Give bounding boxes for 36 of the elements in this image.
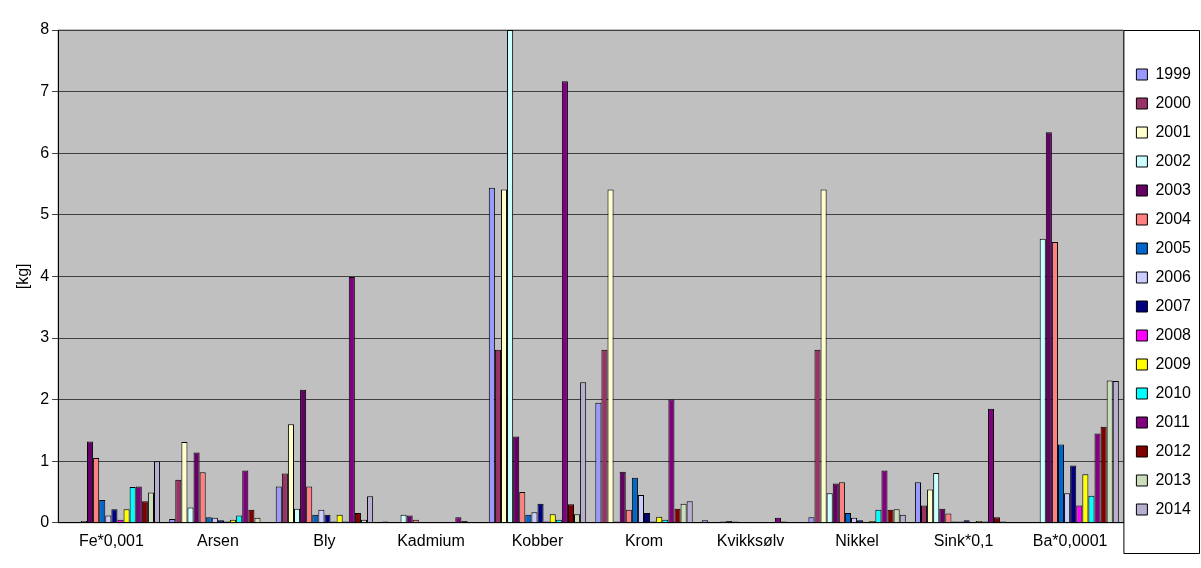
legend-label: 2011 <box>1155 412 1190 430</box>
legend-label: 2005 <box>1155 238 1192 256</box>
legend-label: 2001 <box>1155 122 1192 140</box>
x-tick-label: Krom <box>624 531 664 549</box>
legend-label: 2007 <box>1155 296 1192 314</box>
x-tick-label: Fe*0,001 <box>78 531 144 549</box>
legend-label: 2013 <box>1155 470 1192 488</box>
legend-label: 2003 <box>1155 180 1192 198</box>
legend-label: 2008 <box>1155 325 1192 343</box>
x-tick-label: Kvikksølv <box>716 531 785 549</box>
y-tick-label: 7 <box>40 82 50 100</box>
legend-label: 2006 <box>1155 267 1192 285</box>
y-axis-title: [kg] <box>14 263 32 290</box>
y-tick-label: 8 <box>40 20 50 38</box>
y-tick-label: 3 <box>40 328 50 346</box>
legend-label: 2000 <box>1155 93 1192 111</box>
legend-label: 2004 <box>1155 209 1192 227</box>
y-tick-label: 4 <box>40 266 50 284</box>
x-tick-label: Arsen <box>197 531 239 549</box>
x-tick-label: Sink*0,1 <box>933 531 994 549</box>
legend-label: 2009 <box>1155 354 1192 372</box>
x-tick-label: Bly <box>313 531 336 549</box>
y-tick-label: 1 <box>40 451 50 469</box>
x-tick-label: Kobber <box>511 531 564 549</box>
legend-label: 2010 <box>1155 383 1192 401</box>
y-tick-label: 5 <box>40 205 50 223</box>
legend-label: 2002 <box>1155 151 1192 169</box>
x-tick-label: Nikkel <box>835 531 879 549</box>
legend-label: 2014 <box>1155 499 1192 517</box>
y-tick-label: 0 <box>40 513 50 531</box>
y-tick-label: 6 <box>40 143 50 161</box>
y-tick-label: 2 <box>40 390 50 408</box>
x-tick-label: Ba*0,0001 <box>1032 531 1108 549</box>
legend-label: 1999 <box>1155 64 1192 82</box>
legend-label: 2012 <box>1155 441 1192 459</box>
x-tick-label: Kadmium <box>397 531 465 549</box>
